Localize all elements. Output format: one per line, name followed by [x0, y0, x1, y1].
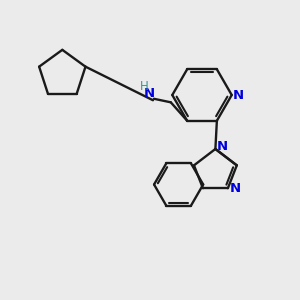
- Text: N: N: [216, 140, 227, 152]
- Text: H: H: [140, 80, 148, 93]
- Text: N: N: [233, 88, 244, 101]
- Text: N: N: [144, 87, 155, 100]
- Text: N: N: [230, 182, 241, 195]
